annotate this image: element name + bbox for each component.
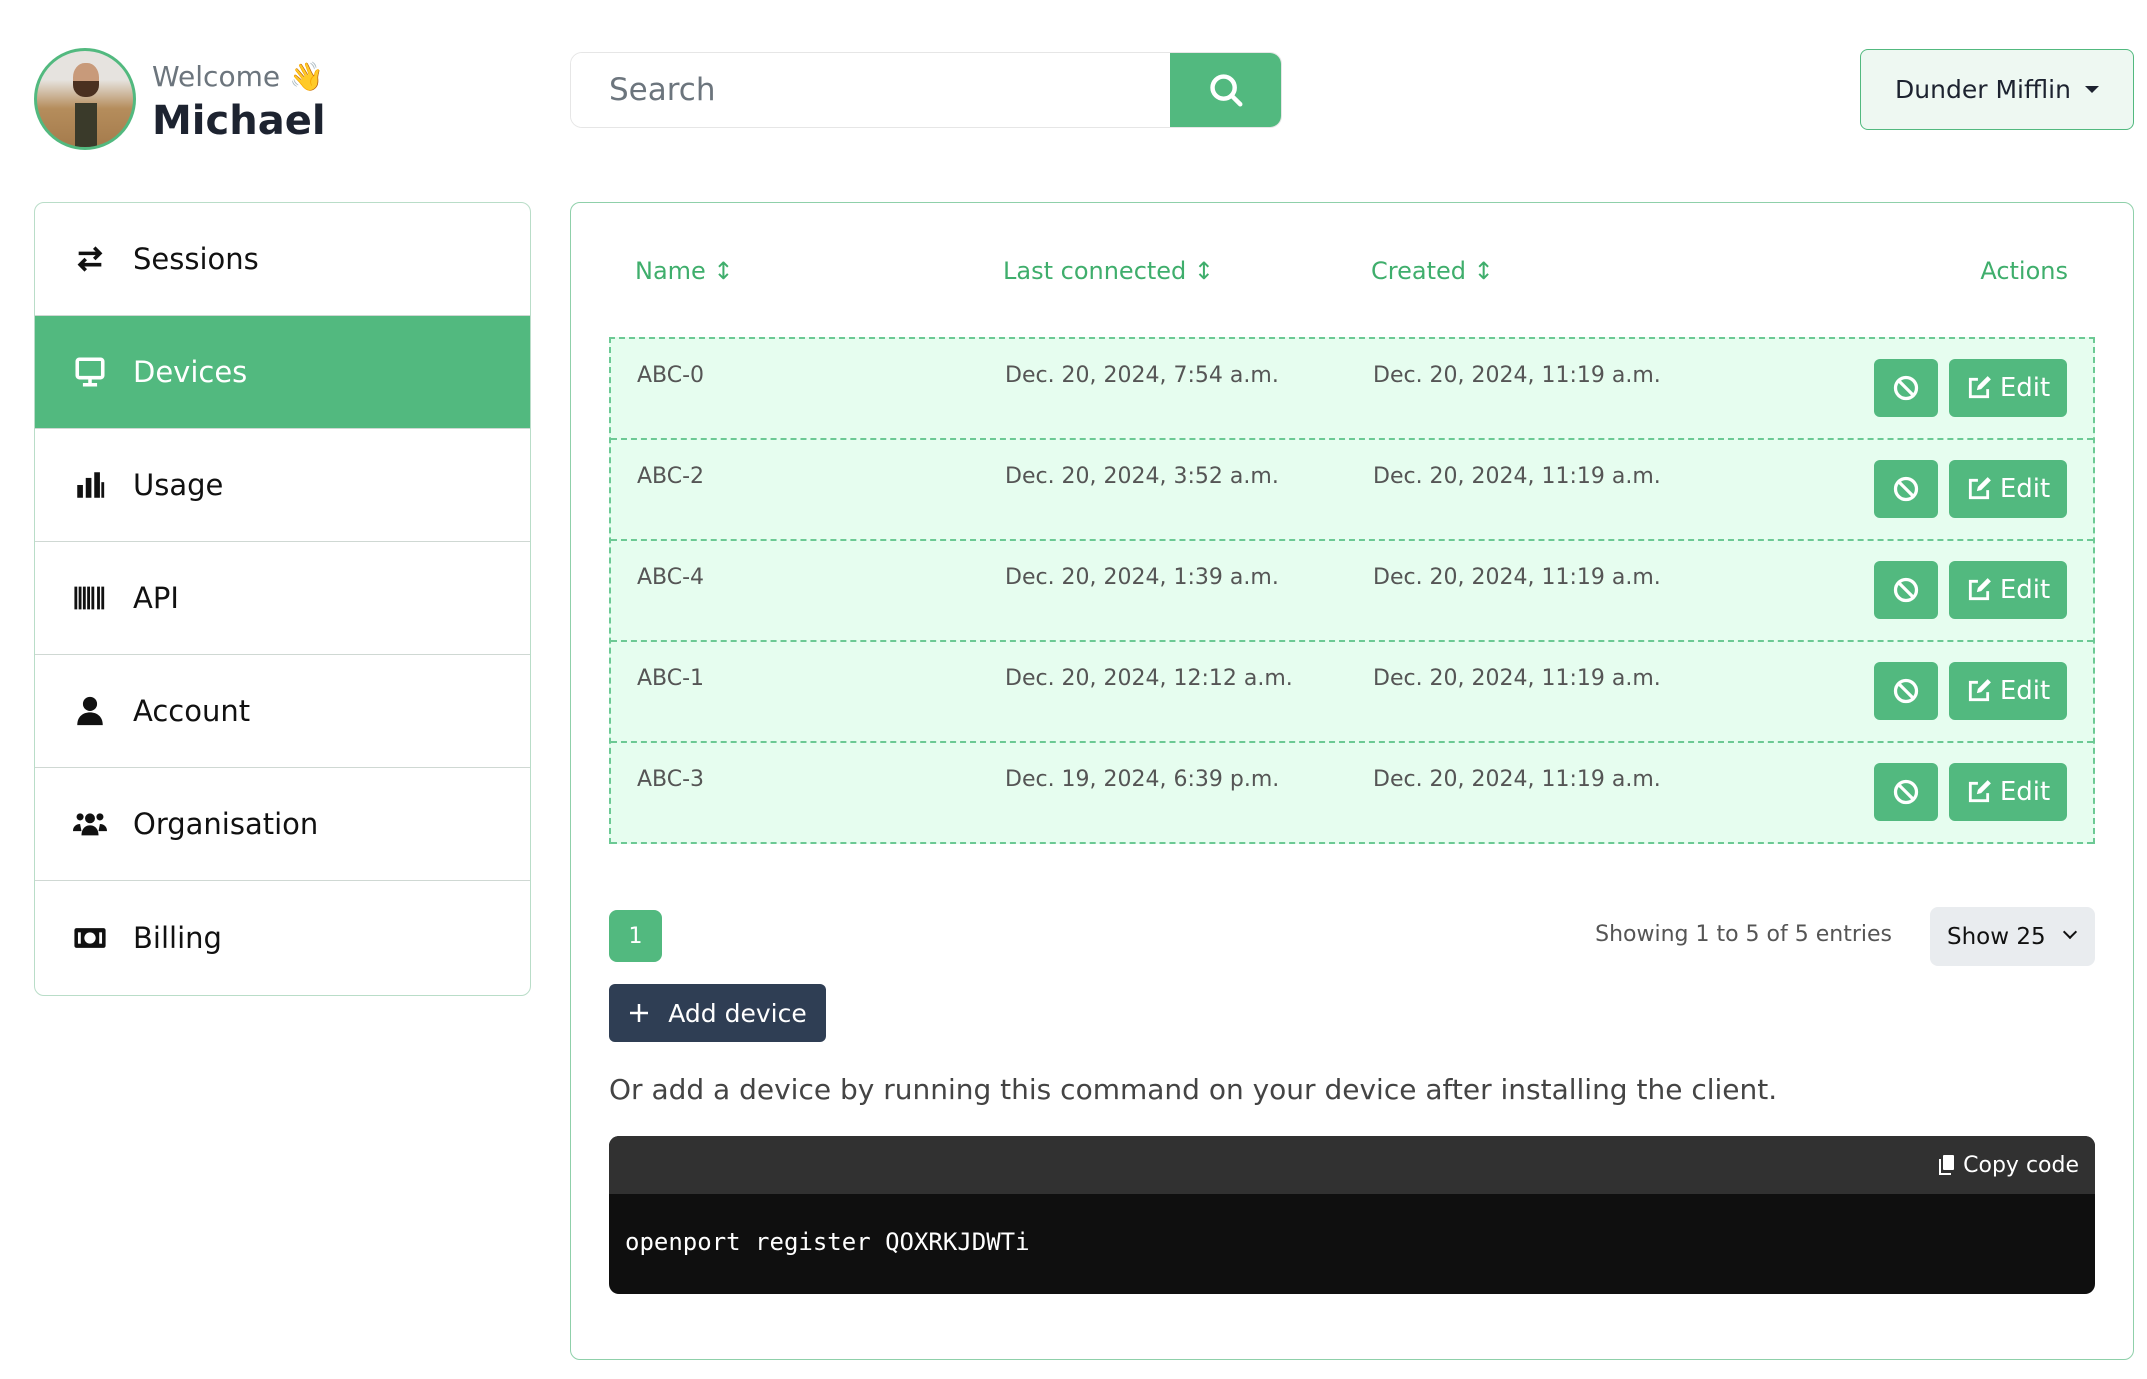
device-name: ABC-2 [637, 464, 705, 489]
edit-icon [1968, 780, 1991, 803]
disable-device-button[interactable] [1874, 561, 1938, 619]
money-icon [74, 927, 106, 948]
add-device-button[interactable]: Add device [609, 984, 826, 1042]
organisation-dropdown[interactable]: Dunder Mifflin [1860, 49, 2134, 130]
entries-info: Showing 1 to 5 of 5 entries [1595, 922, 1892, 947]
page-button-1[interactable]: 1 [609, 910, 662, 962]
column-header-actions: Actions [1980, 257, 2068, 285]
instructions-text: Or add a device by running this command … [609, 1073, 1778, 1106]
devices-table: ABC-0 Dec. 20, 2024, 7:54 a.m. Dec. 20, … [609, 337, 2095, 844]
sidebar-item-sessions[interactable]: Sessions [35, 203, 530, 316]
ban-icon [1893, 476, 1919, 502]
avatar [34, 48, 136, 150]
edit-icon [1968, 376, 1991, 399]
created-date: Dec. 20, 2024, 11:19 a.m. [1373, 767, 1661, 792]
edit-label: Edit [1999, 575, 2051, 605]
bar-chart-icon [77, 472, 105, 498]
ban-icon [1893, 678, 1919, 704]
welcome-text: Welcome 👋 [152, 60, 324, 93]
created-date: Dec. 20, 2024, 11:19 a.m. [1373, 565, 1661, 590]
monitor-icon [75, 357, 105, 387]
edit-icon [1968, 477, 1991, 500]
edit-icon [1968, 578, 1991, 601]
disable-device-button[interactable] [1874, 460, 1938, 518]
last-connected: Dec. 19, 2024, 6:39 p.m. [1005, 767, 1280, 792]
sidebar-item-devices[interactable]: Devices [35, 316, 530, 429]
page-size-value: Show 25 [1947, 923, 2046, 950]
sidebar-item-api[interactable]: API [35, 542, 530, 655]
last-connected: Dec. 20, 2024, 3:52 a.m. [1005, 464, 1279, 489]
devices-panel [570, 202, 2134, 1360]
search-icon [1209, 74, 1242, 107]
table-row: ABC-0 Dec. 20, 2024, 7:54 a.m. Dec. 20, … [611, 339, 2093, 440]
sidebar-item-label: Devices [133, 355, 248, 389]
edit-device-button[interactable]: Edit [1949, 460, 2067, 518]
edit-label: Edit [1999, 777, 2051, 807]
sidebar-item-account[interactable]: Account [35, 655, 530, 768]
sidebar-item-billing[interactable]: Billing [35, 881, 530, 994]
disable-device-button[interactable] [1874, 662, 1938, 720]
column-header-name[interactable]: Name ↕ [635, 257, 734, 285]
edit-device-button[interactable]: Edit [1949, 561, 2067, 619]
last-connected: Dec. 20, 2024, 7:54 a.m. [1005, 363, 1279, 388]
ban-icon [1893, 577, 1919, 603]
code-block: Copy code openport register QOXRKJDWTi [609, 1136, 2095, 1294]
column-header-created[interactable]: Created ↕ [1371, 257, 1494, 285]
search-button[interactable] [1170, 53, 1281, 127]
last-connected: Dec. 20, 2024, 1:39 a.m. [1005, 565, 1279, 590]
last-connected: Dec. 20, 2024, 12:12 a.m. [1005, 666, 1293, 691]
user-icon [77, 696, 103, 726]
copy-icon [1939, 1155, 1955, 1175]
column-header-last-connected[interactable]: Last connected ↕ [1003, 257, 1215, 285]
sidebar-item-label: Usage [133, 468, 224, 502]
plus-icon [630, 1004, 649, 1022]
sidebar: Sessions Devices Usage API Account Organ… [34, 202, 531, 996]
device-name: ABC-4 [637, 565, 705, 590]
table-row: ABC-1 Dec. 20, 2024, 12:12 a.m. Dec. 20,… [611, 642, 2093, 743]
sidebar-item-label: Account [133, 694, 251, 728]
edit-icon [1968, 679, 1991, 702]
search-input[interactable] [571, 53, 1170, 127]
sidebar-item-usage[interactable]: Usage [35, 429, 530, 542]
sidebar-item-label: Billing [133, 920, 222, 955]
barcode-icon [74, 586, 105, 610]
users-icon [73, 813, 107, 836]
ban-icon [1893, 779, 1919, 805]
arrows-exchange-icon [77, 246, 103, 272]
disable-device-button[interactable] [1874, 763, 1938, 821]
add-device-label: Add device [668, 998, 807, 1028]
sidebar-item-label: Organisation [133, 807, 319, 841]
table-row: ABC-3 Dec. 19, 2024, 6:39 p.m. Dec. 20, … [611, 743, 2093, 844]
device-name: ABC-3 [637, 767, 705, 792]
search-bar [570, 52, 1282, 128]
table-row: ABC-4 Dec. 20, 2024, 1:39 a.m. Dec. 20, … [611, 541, 2093, 642]
sidebar-item-organisation[interactable]: Organisation [35, 768, 530, 881]
device-name: ABC-1 [637, 666, 705, 691]
device-name: ABC-0 [637, 363, 705, 388]
page-size-select[interactable]: Show 25 [1930, 907, 2095, 966]
sidebar-item-label: Sessions [133, 242, 259, 276]
user-name: Michael [152, 98, 326, 144]
table-row: ABC-2 Dec. 20, 2024, 3:52 a.m. Dec. 20, … [611, 440, 2093, 541]
ban-icon [1893, 375, 1919, 401]
disable-device-button[interactable] [1874, 359, 1938, 417]
edit-label: Edit [1999, 373, 2051, 403]
edit-label: Edit [1999, 676, 2051, 706]
created-date: Dec. 20, 2024, 11:19 a.m. [1373, 363, 1661, 388]
copy-code-button[interactable]: Copy code [609, 1136, 2095, 1194]
edit-device-button[interactable]: Edit [1949, 359, 2067, 417]
sidebar-item-label: API [133, 581, 179, 615]
copy-code-label: Copy code [1963, 1152, 2079, 1178]
organisation-name: Dunder Mifflin [1895, 75, 2071, 104]
created-date: Dec. 20, 2024, 11:19 a.m. [1373, 666, 1661, 691]
register-command: openport register QOXRKJDWTi [625, 1228, 1030, 1256]
caret-down-icon [2084, 86, 2099, 93]
edit-device-button[interactable]: Edit [1949, 662, 2067, 720]
created-date: Dec. 20, 2024, 11:19 a.m. [1373, 464, 1661, 489]
edit-label: Edit [1999, 474, 2051, 504]
edit-device-button[interactable]: Edit [1949, 763, 2067, 821]
chevron-down-icon [2062, 924, 2078, 940]
